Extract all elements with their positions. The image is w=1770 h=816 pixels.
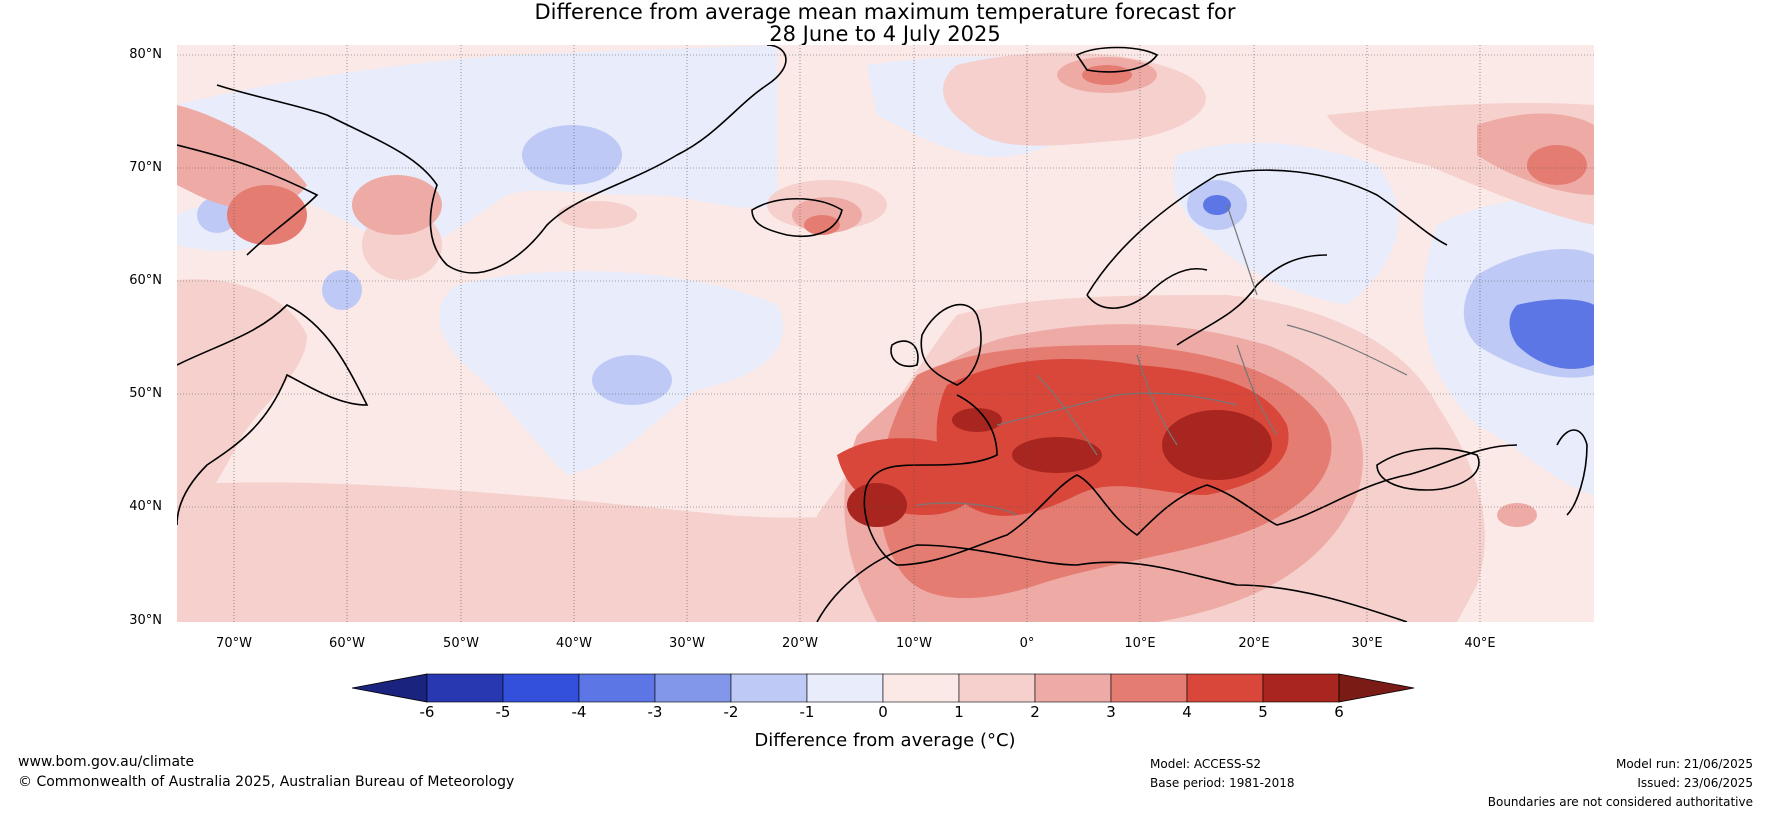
footer-copyright: © Commonwealth of Australia 2025, Austra…: [18, 774, 515, 790]
colorbar-tick-label: 2: [1030, 703, 1040, 721]
colorbar-tick-label: 1: [954, 703, 964, 721]
forecast-map: [177, 45, 1594, 622]
footer-website: www.bom.gov.au/climate: [18, 754, 195, 770]
lon-label-20e: 20°E: [1238, 636, 1270, 651]
lon-label-10w: 10°W: [896, 636, 932, 651]
colorbar-tick-label: 4: [1182, 703, 1192, 721]
footer-disclaimer: Boundaries are not considered authoritat…: [1487, 795, 1753, 809]
lon-label-30e: 30°E: [1351, 636, 1383, 651]
colorbar-segment: [958, 673, 1036, 703]
colorbar: [352, 673, 1415, 703]
colorbar-tick-label: -4: [571, 703, 587, 721]
lat-label-60n: 60°N: [129, 273, 162, 288]
lon-label-60w: 60°W: [329, 636, 365, 651]
colorbar-segment: [882, 673, 960, 703]
colorbar-segment: [730, 673, 808, 703]
colorbar-extend-high: [1338, 673, 1415, 703]
colorbar-segment: [1110, 673, 1188, 703]
lon-label-0: 0°: [1019, 636, 1035, 651]
colorbar-segment: [1034, 673, 1112, 703]
lon-label-20w: 20°W: [782, 636, 818, 651]
map-title-line-2: 28 June to 4 July 2025: [769, 22, 1001, 46]
colorbar-tick-label: 0: [878, 703, 888, 721]
colorbar-tick-label: -3: [647, 703, 663, 721]
colorbar-tick-label: -6: [419, 703, 435, 721]
colorbar-segment: [1186, 673, 1264, 703]
colorbar-tick-label: -1: [799, 703, 815, 721]
colorbar-segment: [1262, 673, 1340, 703]
lon-label-40w: 40°W: [556, 636, 592, 651]
colorbar-segment: [654, 673, 732, 703]
coastlines: [177, 45, 1588, 622]
cool-anomaly-regions-strong: [197, 125, 1594, 405]
cool-anomaly-regions-stronger: [1203, 195, 1594, 369]
map-title-line-1: Difference from average mean maximum tem…: [534, 0, 1236, 24]
lon-label-70w: 70°W: [216, 636, 252, 651]
footer-issued: Issued: 23/06/2025: [1637, 776, 1753, 790]
colorbar-extend-low: [352, 673, 428, 703]
lat-label-30n: 30°N: [129, 613, 162, 628]
footer-model: Model: ACCESS-S2: [1150, 757, 1262, 771]
footer-base-period: Base period: 1981-2018: [1150, 776, 1295, 790]
colorbar-tick-label: -5: [495, 703, 511, 721]
footer-model-run: Model run: 21/06/2025: [1615, 757, 1753, 771]
colorbar-tick-label: -2: [723, 703, 739, 721]
colorbar-tick-label: 6: [1334, 703, 1344, 721]
colorbar-label: Difference from average (°C): [754, 730, 1016, 751]
lon-label-10e: 10°E: [1124, 636, 1156, 651]
colorbar-tick-label: 5: [1258, 703, 1268, 721]
lon-label-30w: 30°W: [669, 636, 705, 651]
graticule: [177, 45, 1594, 622]
lat-label-40n: 40°N: [129, 499, 162, 514]
colorbar-segment: [578, 673, 656, 703]
lat-label-70n: 70°N: [129, 160, 162, 175]
colorbar-segment: [502, 673, 580, 703]
lat-label-50n: 50°N: [129, 386, 162, 401]
colorbar-tick-label: 3: [1106, 703, 1116, 721]
lon-label-50w: 50°W: [443, 636, 479, 651]
lon-label-40e: 40°E: [1464, 636, 1496, 651]
lat-label-80n: 80°N: [129, 47, 162, 62]
colorbar-segment: [806, 673, 884, 703]
colorbar-segment: [426, 673, 504, 703]
